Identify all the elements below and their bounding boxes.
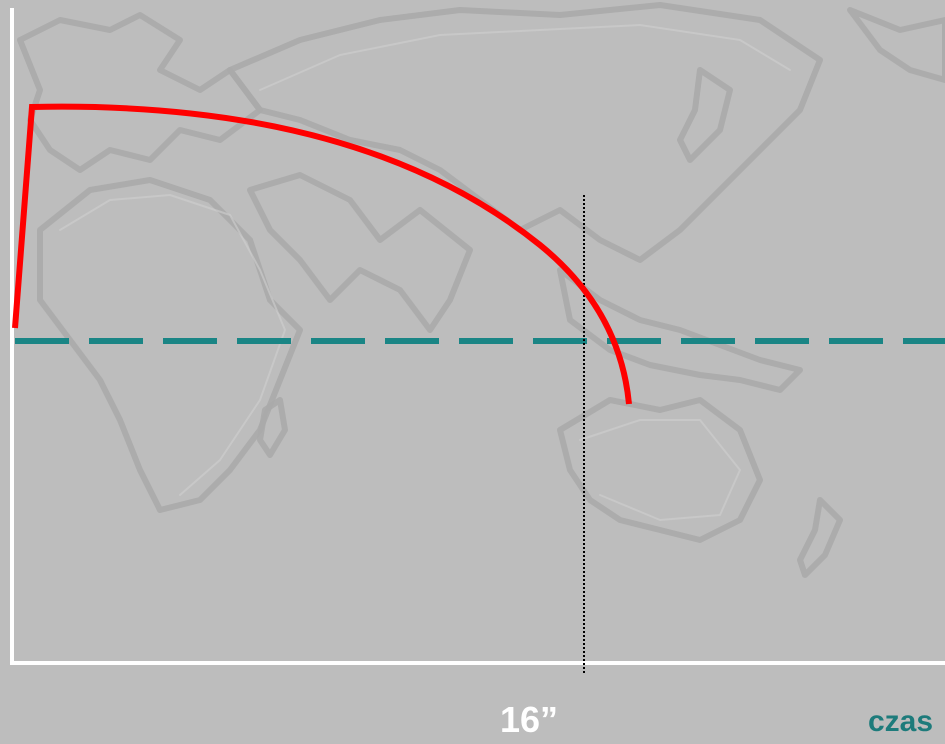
asia-south-outline (247, 172, 473, 333)
axes (10, 8, 945, 665)
australia-highlight (579, 419, 741, 521)
japan-outline (677, 67, 733, 163)
australia-outline (557, 397, 763, 543)
africa-outline (37, 177, 303, 513)
x-axis-label: czas (868, 705, 934, 738)
africa-highlight (59, 194, 286, 496)
world-map-background (17, 2, 945, 578)
europe-outline (17, 12, 263, 173)
trajectory-curve (12, 103, 632, 405)
north-america-edge-outline (847, 7, 945, 83)
new-zealand-outline (797, 497, 843, 578)
sea-islands-outline (557, 267, 803, 393)
asia-highlight (259, 24, 791, 91)
asia-north-outline (227, 2, 823, 263)
time-tick-label: 16” (500, 699, 559, 740)
madagascar-outline (257, 397, 288, 458)
